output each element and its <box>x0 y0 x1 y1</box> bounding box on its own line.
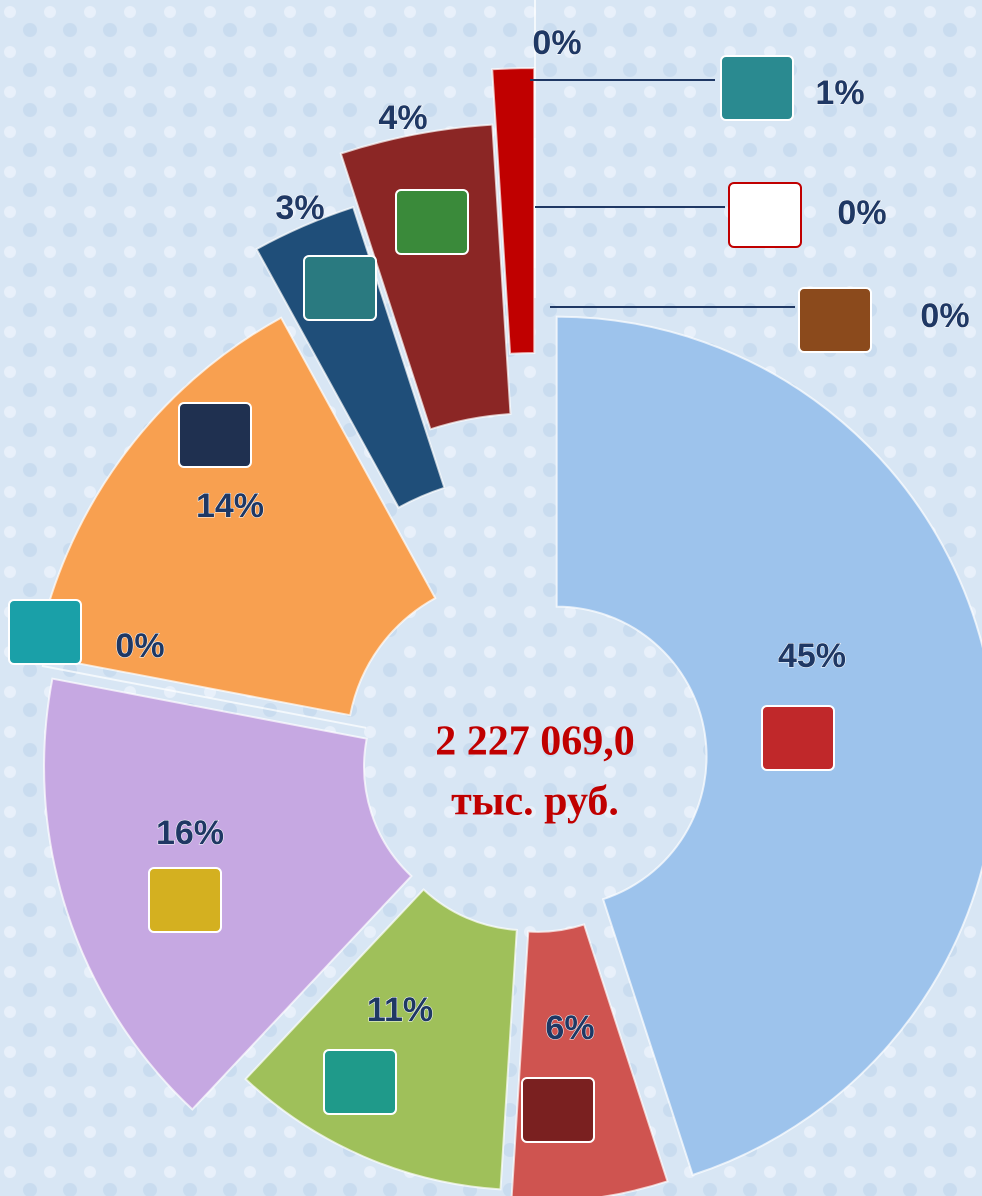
slice <box>34 316 437 717</box>
slice <box>41 664 367 729</box>
data-label: 6% <box>545 1009 594 1047</box>
center-value: 2 227 069,0 <box>435 719 635 765</box>
category-icon <box>8 599 82 665</box>
data-label: 14% <box>196 487 264 525</box>
category-icon <box>761 705 835 771</box>
category-icon <box>728 182 802 248</box>
category-icon <box>148 867 222 933</box>
category-icon <box>521 1077 595 1143</box>
category-icon <box>395 189 469 255</box>
data-label: 1% <box>815 74 864 112</box>
data-label: 3% <box>275 189 324 227</box>
data-label: 0% <box>837 194 886 232</box>
category-icon <box>323 1049 397 1115</box>
data-label: 11% <box>367 991 433 1029</box>
category-icon <box>798 287 872 353</box>
data-label: 16% <box>156 814 224 852</box>
category-icon <box>720 55 794 121</box>
data-label: 4% <box>378 99 427 137</box>
data-label: 0% <box>532 24 581 62</box>
slice <box>43 677 413 1111</box>
center-unit: тыс. руб. <box>451 779 619 825</box>
data-label: 45% <box>778 637 846 675</box>
data-label: 0% <box>920 297 969 335</box>
data-label: 0% <box>115 627 164 665</box>
slice <box>244 888 518 1191</box>
category-icon <box>178 402 252 468</box>
category-icon <box>303 255 377 321</box>
